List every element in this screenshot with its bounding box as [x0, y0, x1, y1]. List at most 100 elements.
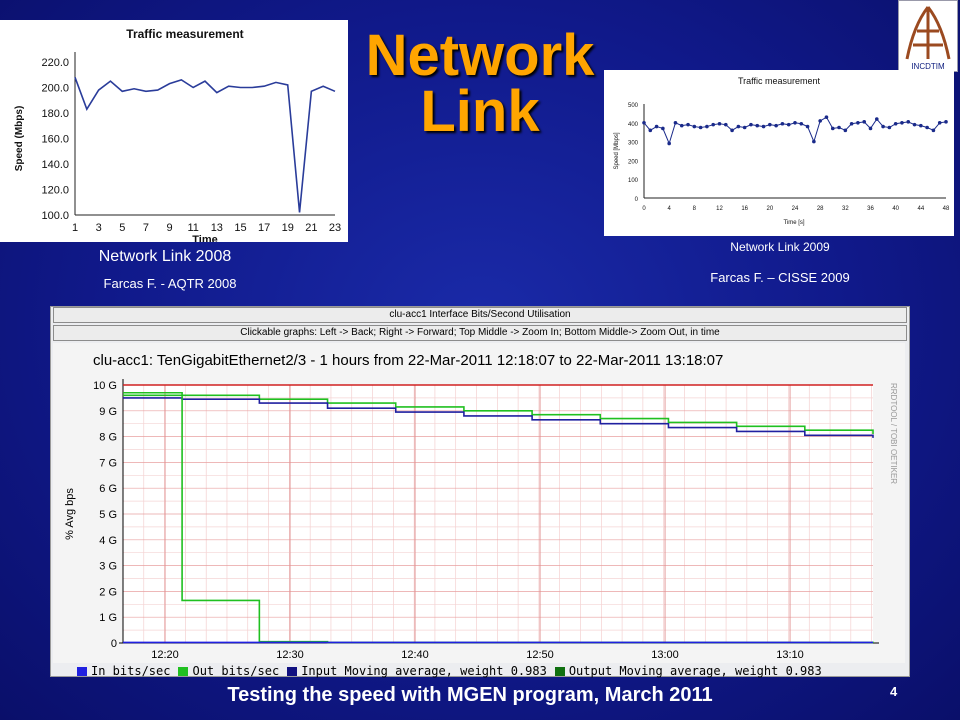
data-point	[900, 121, 904, 125]
data-point	[944, 120, 948, 124]
chart-title: Traffic measurement	[126, 27, 243, 41]
y-tick-label: 200.0	[41, 83, 69, 95]
x-tick-label: 4	[667, 206, 671, 212]
data-point	[824, 115, 829, 119]
y-tick-label: 2 G	[99, 586, 117, 598]
data-point	[755, 123, 760, 128]
chart-2009-source: Farcas F. – CISSE 2009	[710, 270, 850, 285]
data-point	[893, 121, 898, 126]
chart-2009-panel: Traffic measurement 0 100 200 300 400 500 0 4 8 12…	[604, 70, 954, 236]
series-line	[123, 391, 874, 435]
data-point	[705, 124, 709, 129]
data-point	[849, 121, 854, 126]
x-tick-label: 13:10	[776, 649, 804, 661]
y-tick-label: 500	[628, 103, 639, 109]
data-point	[830, 126, 835, 131]
x-tick-label: 5	[119, 222, 125, 234]
data-point	[742, 125, 747, 130]
x-tick-label: 13:00	[651, 649, 679, 661]
legend-label: In bits/sec	[91, 664, 171, 678]
data-point	[749, 122, 753, 127]
x-tick-label: 17	[258, 222, 270, 234]
data-point	[931, 128, 936, 133]
x-tick-label: 19	[282, 222, 294, 234]
data-point	[919, 123, 923, 128]
x-tick-label: 12:50	[526, 649, 554, 661]
mrtg-panel: clu-acc1 Interface Bits/Second Utilisati…	[50, 306, 910, 678]
x-tick-label: 21	[305, 222, 317, 234]
legend-swatch	[287, 667, 298, 677]
x-tick-label: 1	[72, 222, 78, 234]
logo-text: INCDTIM	[911, 62, 945, 71]
x-tick-label: 20	[766, 206, 773, 212]
data-point	[648, 128, 653, 133]
x-tick-label: 12:30	[276, 649, 304, 661]
y-tick-label: 300	[628, 141, 639, 147]
legend-label: Input Moving average, weight 0.983	[301, 664, 547, 678]
data-point	[768, 122, 772, 127]
data-point	[723, 122, 728, 127]
x-tick-label: 32	[842, 206, 849, 212]
mrtg-instructions: Clickable graphs: Left -> Back; Right ->…	[53, 325, 907, 341]
data-point	[673, 121, 678, 125]
x-tick-label: 8	[693, 206, 697, 212]
data-point	[679, 123, 684, 128]
y-axis-label: % Avg bps	[64, 488, 76, 540]
chart-2009-label: Network Link 2009	[730, 240, 830, 254]
x-tick-label: 44	[917, 206, 924, 212]
chart-2008-label: Network Link 2008	[98, 248, 232, 265]
data-point	[856, 121, 860, 125]
data-point	[805, 124, 810, 129]
y-tick-label: 180.0	[41, 108, 69, 120]
x-tick-label: 9	[166, 222, 172, 234]
data-point	[937, 121, 942, 125]
data-point	[780, 121, 785, 126]
x-tick-label: 13	[211, 222, 223, 234]
y-tick-label: 120.0	[41, 185, 69, 197]
data-point	[686, 122, 690, 127]
x-tick-label: 7	[143, 222, 149, 234]
data-point	[642, 121, 646, 125]
data-point	[843, 128, 848, 133]
data-point	[874, 117, 879, 121]
data-point	[868, 126, 873, 131]
y-tick-label: 100	[628, 178, 639, 184]
y-axis-label: Speed [Mbps]	[614, 132, 620, 169]
data-point	[837, 125, 841, 130]
data-point	[761, 124, 766, 129]
x-tick-label: 0	[642, 206, 646, 212]
data-point	[881, 124, 885, 129]
x-tick-label: 12:40	[401, 649, 429, 661]
data-point	[799, 121, 804, 126]
x-tick-label: 12:20	[151, 649, 179, 661]
mrtg-watermark: RRDTOOL / TOBI OETIKER	[889, 383, 898, 484]
data-point	[786, 122, 791, 127]
mrtg-graph[interactable]: clu-acc1: TenGigabitEthernet2/3 - 1 hour…	[53, 343, 905, 663]
data-point	[774, 123, 778, 128]
y-tick-label: 7 G	[99, 457, 117, 469]
page-number: 4	[890, 684, 898, 699]
y-tick-label: 8 G	[99, 432, 117, 444]
y-tick-label: 0	[635, 197, 639, 203]
logo-icon: INCDTIM	[905, 6, 951, 71]
slide-footer: Testing the speed with MGEN program, Mar…	[227, 684, 713, 706]
x-axis-label: Time	[192, 234, 217, 242]
y-tick-label: 160.0	[41, 134, 69, 146]
data-point	[818, 119, 822, 123]
legend-swatch	[554, 667, 565, 677]
y-tick-label: 0	[111, 638, 117, 650]
x-tick-label: 23	[329, 222, 341, 234]
data-point	[906, 120, 911, 124]
legend-label: Out bits/sec	[192, 664, 280, 678]
data-point	[736, 124, 741, 129]
mrtg-header: clu-acc1 Interface Bits/Second Utilisati…	[53, 307, 907, 323]
y-tick-label: 400	[628, 122, 639, 128]
y-tick-label: 220.0	[41, 57, 69, 69]
y-tick-label: 100.0	[41, 210, 69, 222]
data-point	[654, 124, 659, 129]
x-axis-label: Time [s]	[783, 220, 804, 226]
y-tick-label: 5 G	[99, 509, 117, 521]
chart-2008-panel: Traffic measurement 100.0 120.0 140.0 160.0 1…	[0, 20, 348, 246]
data-point	[812, 139, 816, 144]
data-point	[692, 124, 697, 129]
